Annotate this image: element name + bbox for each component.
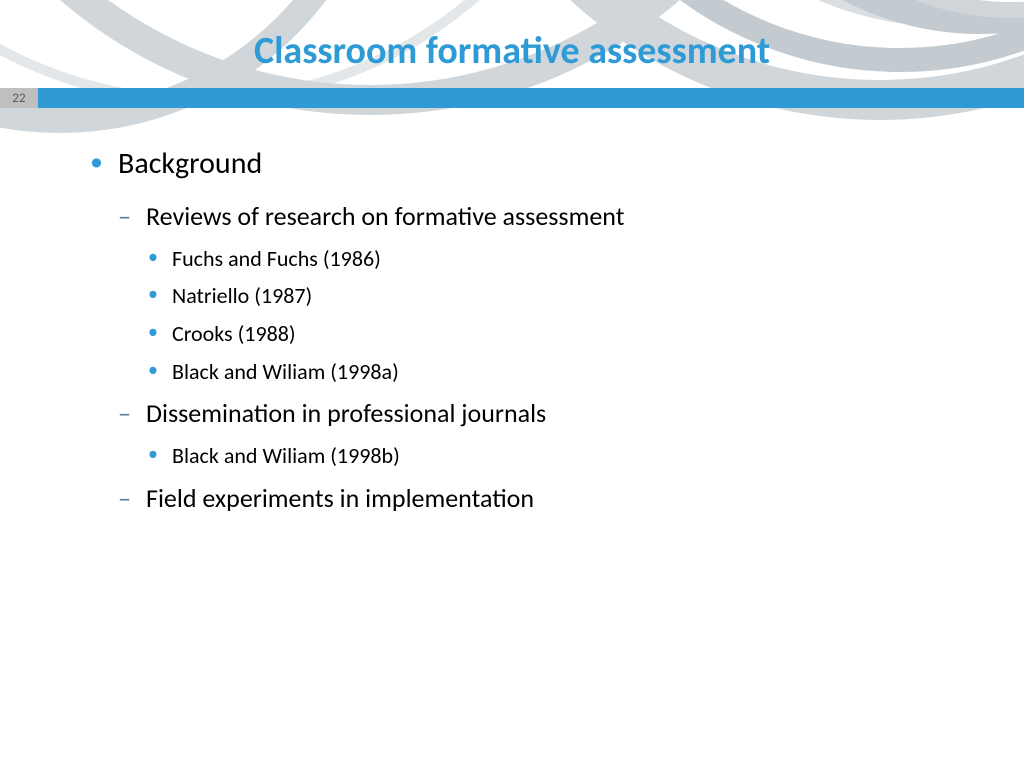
outline-level-3: Black and Wiliam (1998b) [146,441,954,471]
list-item-text: Black and Wiliam (1998a) [172,358,399,385]
list-item: Fuchs and Fuchs (1986) [146,244,954,274]
accent-bar [38,88,1024,108]
list-item-text: Black and Wiliam (1998b) [172,442,400,469]
list-item: Crooks (1988) [146,319,954,349]
content-area: Background Reviews of research on format… [0,108,1024,516]
list-item-text: Natriello (1987) [172,282,312,309]
list-item-text: Field experiments in implementation [146,482,534,514]
list-item: Natriello (1987) [146,281,954,311]
list-item: Background Reviews of research on format… [90,144,954,516]
list-item-text: Fuchs and Fuchs (1986) [172,245,381,272]
list-item: Dissemination in professional journals B… [118,396,954,471]
list-item-text: Dissemination in professional journals [146,397,546,429]
outline-level-1: Background Reviews of research on format… [90,144,954,516]
list-item-text: Crooks (1988) [172,320,296,347]
list-item: Black and Wiliam (1998a) [146,357,954,387]
list-item-text: Background [118,145,262,182]
page-number: 22 [0,88,38,108]
list-item: Field experiments in implementation [118,481,954,516]
outline-level-3: Fuchs and Fuchs (1986) Natriello (1987) … [146,244,954,387]
list-item: Black and Wiliam (1998b) [146,441,954,471]
list-item-text: Reviews of research on formative assessm… [146,200,624,232]
slide: Classroom formative assessment 22 Backgr… [0,0,1024,768]
outline-level-2: Reviews of research on formative assessm… [118,199,954,517]
accent-bar-row: 22 [0,88,1024,108]
slide-title: Classroom formative assessment [0,28,1024,74]
list-item: Reviews of research on formative assessm… [118,199,954,387]
